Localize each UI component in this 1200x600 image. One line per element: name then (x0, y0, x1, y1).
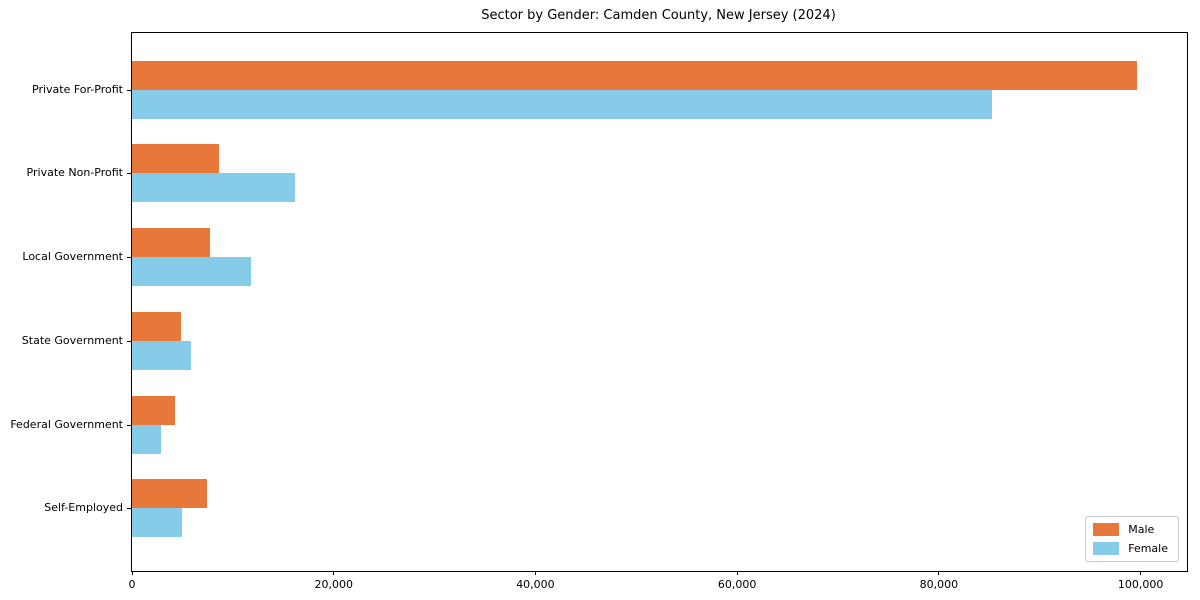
ytick-label-self-employed: Self-Employed (44, 501, 123, 515)
xtick-mark-40-000 (534, 571, 536, 575)
bar-male-local-government (132, 228, 210, 258)
xtick-mark-20-000 (333, 571, 335, 575)
xtick-mark-80-000 (938, 571, 940, 575)
bar-male-private-for-profit (132, 60, 1137, 90)
bar-male-self-employed (132, 479, 207, 509)
xtick-mark-100-000 (1140, 571, 1142, 575)
ytick-mark-private-for-profit (127, 89, 131, 91)
xtick-label-80-000: 80,000 (919, 578, 959, 591)
ytick-mark-state-government (127, 340, 131, 342)
legend-label-female: Female (1128, 542, 1168, 555)
legend-item-female: Female (1093, 542, 1168, 555)
xtick-label-60-000: 60,000 (717, 578, 757, 591)
ytick-label-private-non-profit: Private Non-Profit (26, 166, 123, 180)
xtick-label-40-000: 40,000 (516, 578, 555, 591)
xtick-label-20-000: 20,000 (314, 578, 353, 591)
legend-swatch-male (1093, 523, 1120, 536)
bar-female-self-employed (132, 508, 183, 538)
chart-title: Sector by Gender: Camden County, New Jer… (481, 8, 836, 23)
legend-item-male: Male (1093, 523, 1168, 536)
bar-male-private-non-profit (132, 144, 219, 174)
xtick-label-0: 0 (128, 578, 136, 591)
legend: Male Female (1085, 516, 1179, 562)
ytick-mark-self-employed (127, 508, 131, 510)
bar-female-private-for-profit (132, 89, 993, 119)
xtick-mark-60-000 (736, 571, 738, 575)
legend-swatch-female (1093, 542, 1120, 555)
bar-female-private-non-profit (132, 173, 296, 203)
ytick-label-federal-government: Federal Government (10, 417, 123, 431)
legend-label-male: Male (1128, 523, 1155, 536)
bar-female-state-government (132, 340, 191, 370)
ytick-mark-local-government (127, 257, 131, 259)
ytick-mark-private-non-profit (127, 173, 131, 175)
ytick-mark-federal-government (127, 424, 131, 426)
xtick-mark-0 (132, 571, 133, 575)
ytick-label-local-government: Local Government (22, 250, 123, 264)
ytick-label-private-for-profit: Private For-Profit (32, 82, 123, 96)
plot-area: Private For-Profit Private Non-Profit Loca… (10, 32, 1188, 591)
xtick-label-100-000: 100,000 (1117, 578, 1164, 591)
bar-female-local-government (132, 257, 251, 287)
bar-male-state-government (132, 311, 182, 341)
bar-male-federal-government (132, 395, 176, 425)
bar-female-federal-government (132, 424, 162, 454)
ytick-label-state-government: State Government (21, 333, 123, 347)
